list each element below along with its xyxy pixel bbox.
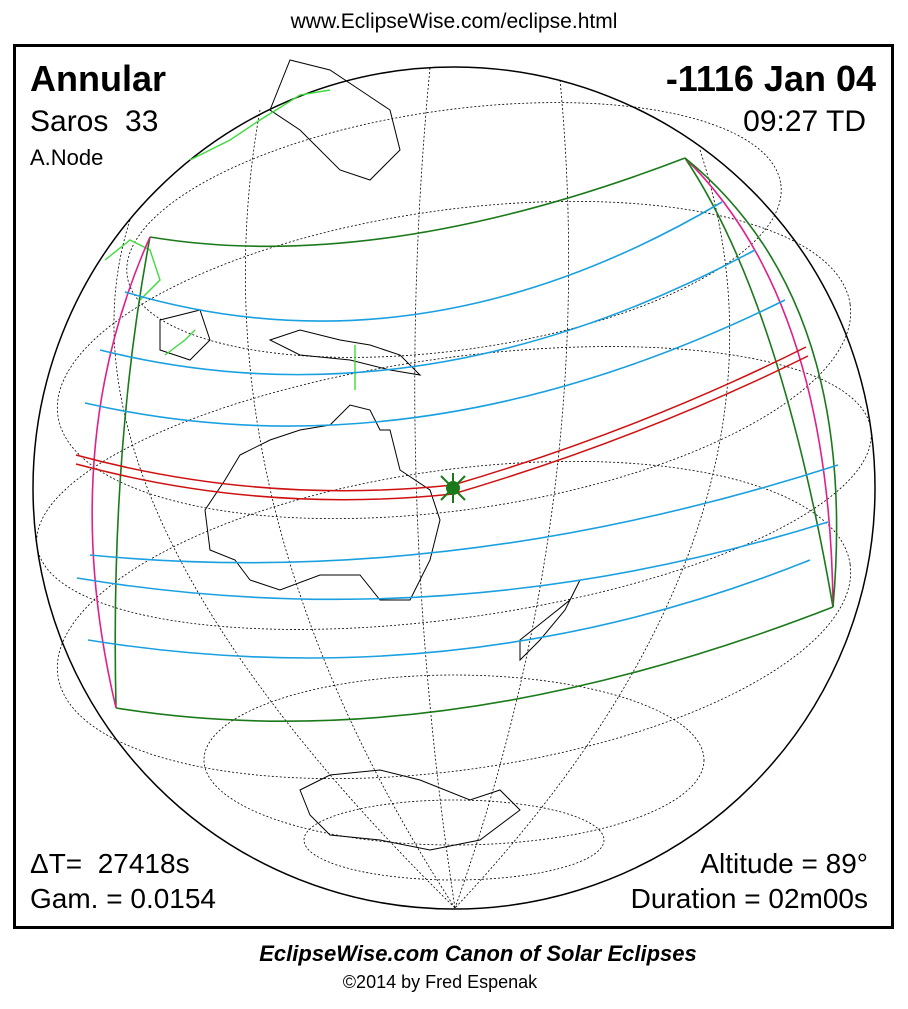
altitude: Altitude = 89° <box>700 848 868 879</box>
url: www.EclipseWise.com/eclipse.html <box>290 10 618 33</box>
duration: Duration = 02m00s <box>631 883 868 914</box>
globe <box>32 59 876 910</box>
eclipse-date: -1116 Jan 04 <box>666 58 876 99</box>
node: A.Node <box>30 145 103 170</box>
copyright: ©2014 by Fred Espenak <box>343 972 538 992</box>
gamma: Gam. = 0.0154 <box>30 883 216 914</box>
time: 09:27 TD <box>743 105 866 138</box>
saros: Saros 33 <box>30 105 158 138</box>
delta-t: ΔT= 27418s <box>30 848 190 879</box>
footer-title: EclipseWise.com Canon of Solar Eclipses <box>259 941 697 966</box>
eclipse-type: Annular <box>30 58 166 99</box>
